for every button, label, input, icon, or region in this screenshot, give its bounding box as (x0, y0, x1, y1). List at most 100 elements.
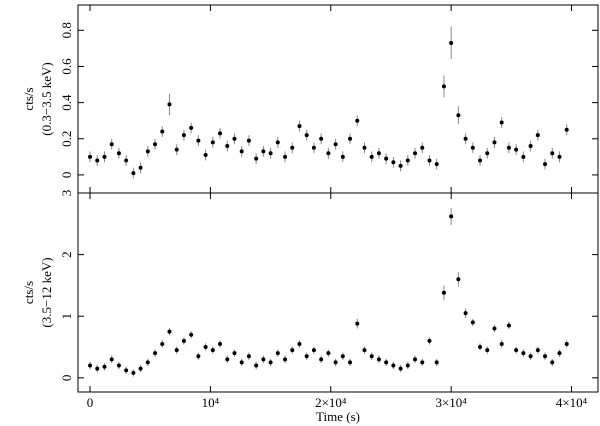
data-point (232, 351, 237, 356)
data-point (181, 133, 186, 138)
data-point (521, 154, 526, 159)
data-point (478, 345, 483, 350)
data-point (376, 151, 381, 156)
data-point (478, 158, 483, 163)
data-point (398, 163, 403, 168)
data-point (376, 357, 381, 362)
data-point (261, 357, 266, 362)
data-point (225, 144, 230, 148)
data-point (521, 351, 526, 356)
data-point (153, 142, 158, 147)
data-point (456, 113, 461, 118)
data-point (514, 348, 519, 353)
data-point (218, 341, 223, 346)
data-point (550, 151, 555, 156)
data-point (348, 136, 353, 141)
data-point (203, 345, 208, 350)
data-point (485, 348, 490, 353)
data-point (449, 40, 454, 45)
data-point (239, 149, 244, 154)
data-point (131, 370, 136, 375)
x-axis-label: Time (s) (316, 409, 360, 424)
data-point (138, 165, 143, 170)
data-point (355, 321, 360, 326)
data-point (145, 149, 150, 154)
data-point (218, 131, 223, 136)
data-point (420, 360, 425, 365)
data-point (463, 136, 468, 141)
data-point (456, 277, 461, 282)
data-point (405, 363, 410, 368)
data-point (333, 360, 338, 365)
data-point (174, 348, 179, 353)
x-tick-label: 10⁴ (202, 395, 220, 410)
data-point (535, 348, 540, 353)
data-point (283, 357, 288, 362)
data-point (167, 102, 172, 107)
data-point (254, 363, 259, 368)
y-tick-label: 0.8 (59, 22, 74, 38)
x-tick-label: 0 (87, 395, 94, 410)
data-point (153, 351, 158, 356)
y-tick-label: 2 (59, 251, 74, 258)
data-point (420, 145, 425, 150)
data-point (391, 363, 396, 368)
y-tick-label: 0 (59, 172, 74, 179)
data-point (384, 156, 389, 161)
data-point (102, 154, 107, 159)
data-point (355, 118, 360, 123)
data-point (427, 158, 432, 163)
data-point (225, 357, 230, 362)
data-point (131, 171, 136, 176)
data-point (160, 129, 165, 134)
data-point (543, 354, 548, 359)
data-point (304, 133, 309, 138)
data-point (311, 145, 316, 150)
data-point (470, 320, 475, 325)
data-point (189, 125, 194, 130)
data-point (528, 144, 533, 148)
data-point (290, 145, 295, 150)
plot-frame (77, 4, 599, 194)
data-point (189, 332, 194, 337)
data-point (449, 214, 454, 219)
data-point (304, 354, 309, 359)
y-axis-label: (0.3−3.5 keV) (39, 62, 54, 135)
data-point (362, 145, 367, 150)
data-point (333, 142, 338, 147)
data-point (398, 366, 403, 371)
y-tick-label: 1 (59, 313, 74, 320)
data-point (239, 360, 244, 365)
data-point (340, 354, 345, 359)
data-point (167, 329, 172, 334)
y-axis-label: cts/s (21, 281, 36, 304)
data-point (268, 360, 273, 365)
data-point (297, 124, 302, 129)
data-point (124, 158, 129, 163)
x-tick-label: 2×10⁴ (315, 395, 347, 410)
y-axis-label: cts/s (21, 87, 36, 110)
data-point (405, 158, 410, 163)
data-point (441, 84, 446, 89)
data-point (499, 120, 504, 125)
data-point (326, 351, 331, 356)
data-point (290, 348, 295, 353)
data-point (499, 341, 504, 346)
data-point (369, 354, 374, 359)
data-point (528, 354, 533, 359)
data-point (319, 136, 324, 141)
y-tick-label: 3 (59, 190, 74, 197)
y-tick-label: 0.6 (59, 58, 74, 75)
data-point (232, 136, 237, 141)
data-point (348, 360, 353, 365)
data-point (297, 341, 302, 346)
data-point (196, 138, 201, 143)
data-point (102, 364, 107, 369)
data-point (116, 363, 121, 368)
data-point (434, 360, 439, 365)
data-point (95, 366, 100, 371)
data-point (550, 360, 555, 365)
data-point (203, 153, 208, 158)
data-point (138, 366, 143, 371)
